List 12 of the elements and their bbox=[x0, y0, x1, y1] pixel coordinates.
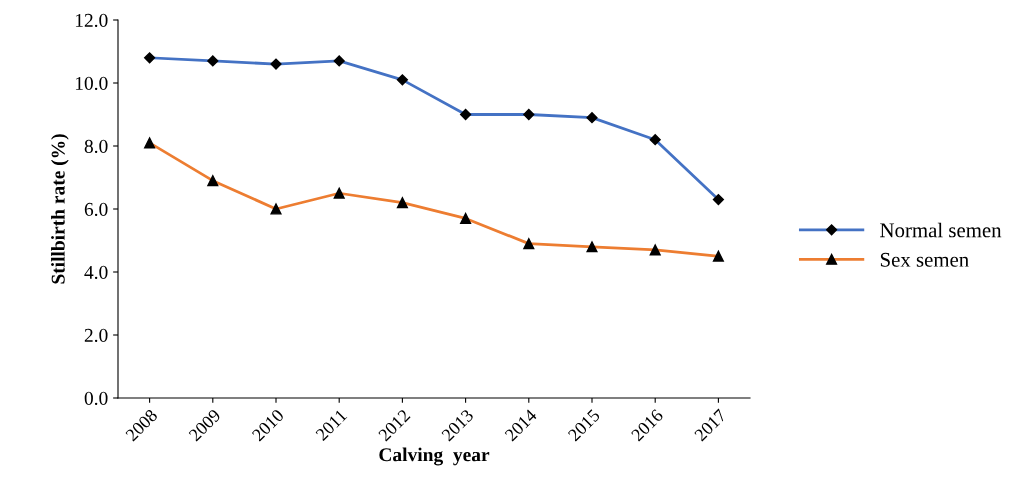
legend-label: Sex semen bbox=[880, 252, 969, 267]
y-tick-label: 8.0 bbox=[84, 139, 108, 154]
y-tick-label: 2.0 bbox=[84, 328, 108, 343]
x-tick-label: 2011 bbox=[315, 408, 348, 442]
y-axis-title: Stillbirth rate (%) bbox=[51, 134, 69, 284]
legend-label: Normal semen bbox=[880, 222, 1002, 238]
y-tick-label: 10.0 bbox=[75, 76, 108, 91]
y-tick-label: 4.0 bbox=[84, 265, 108, 280]
x-axis-title: Calving year bbox=[379, 447, 490, 466]
y-tick-label: 6.0 bbox=[84, 202, 108, 217]
y-tick-label: 0.0 bbox=[84, 391, 108, 406]
y-tick-label: 12.0 bbox=[75, 13, 108, 28]
